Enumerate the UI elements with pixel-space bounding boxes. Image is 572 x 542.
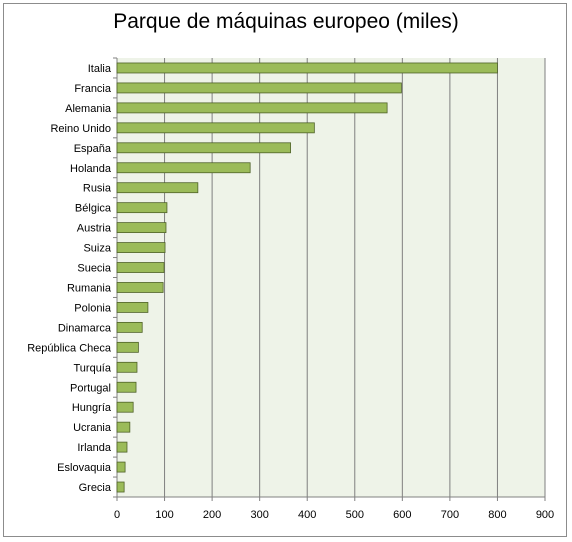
- category-label: Hungría: [72, 402, 112, 414]
- bar-suecia: [116, 262, 165, 273]
- bar-ucrania: [116, 421, 131, 433]
- category-label: Alemania: [65, 103, 112, 115]
- category-label: Polonia: [74, 302, 112, 314]
- category-label: Irlanda: [77, 442, 112, 454]
- category-label: Rumania: [67, 282, 112, 294]
- category-label: Holanda: [70, 163, 112, 175]
- category-label: República Checa: [27, 342, 112, 354]
- category-label: Turquía: [73, 362, 111, 374]
- x-tick-label: 0: [114, 509, 120, 521]
- bar-rusia: [116, 182, 199, 194]
- category-label: Suiza: [83, 243, 111, 255]
- category-label: Italia: [88, 63, 112, 75]
- bar-bélgica: [116, 202, 168, 214]
- category-label: Reino Unido: [50, 123, 111, 135]
- bar-polonia: [116, 302, 149, 313]
- x-tick-label: 900: [536, 509, 554, 521]
- bar-irlanda: [116, 441, 128, 453]
- bar-reino-unido: [116, 122, 315, 134]
- category-label: Portugal: [70, 382, 111, 394]
- bar-suiza: [116, 242, 166, 253]
- category-label: España: [74, 143, 112, 155]
- x-tick-label: 600: [393, 509, 411, 521]
- bar-italia: [116, 62, 498, 74]
- x-tick-label: 100: [155, 509, 173, 521]
- bar-alemania: [116, 102, 388, 114]
- bar-holanda: [116, 162, 251, 174]
- x-tick-label: 300: [250, 509, 268, 521]
- x-tick-label: 400: [298, 509, 316, 521]
- bar-eslovaquia: [116, 461, 126, 473]
- bar-hungría: [116, 401, 134, 413]
- category-label: Rusia: [83, 183, 112, 195]
- bar-rumania: [116, 282, 164, 293]
- bar-turquía: [116, 361, 138, 373]
- bar-dinamarca: [116, 321, 143, 333]
- x-tick-label: 500: [346, 509, 364, 521]
- bar-grecia: [116, 481, 125, 493]
- bar-austria: [116, 222, 167, 234]
- category-label: Francia: [74, 83, 112, 95]
- category-label: Dinamarca: [58, 322, 112, 334]
- x-tick-label: 700: [441, 509, 459, 521]
- category-label: Eslovaquia: [57, 462, 112, 474]
- category-label: Bélgica: [75, 203, 112, 215]
- bar-república-checa: [116, 341, 139, 353]
- category-label: Austria: [77, 223, 112, 235]
- category-label: Suecia: [77, 263, 112, 275]
- chart-title: Parque de máquinas europeo (miles): [113, 10, 459, 33]
- bar-españa: [116, 142, 291, 154]
- category-label: Grecia: [79, 482, 112, 494]
- bar-portugal: [116, 381, 137, 393]
- x-tick-label: 200: [203, 509, 221, 521]
- category-label: Ucrania: [73, 422, 112, 434]
- x-tick-label: 800: [488, 509, 506, 521]
- bar-francia: [116, 82, 402, 94]
